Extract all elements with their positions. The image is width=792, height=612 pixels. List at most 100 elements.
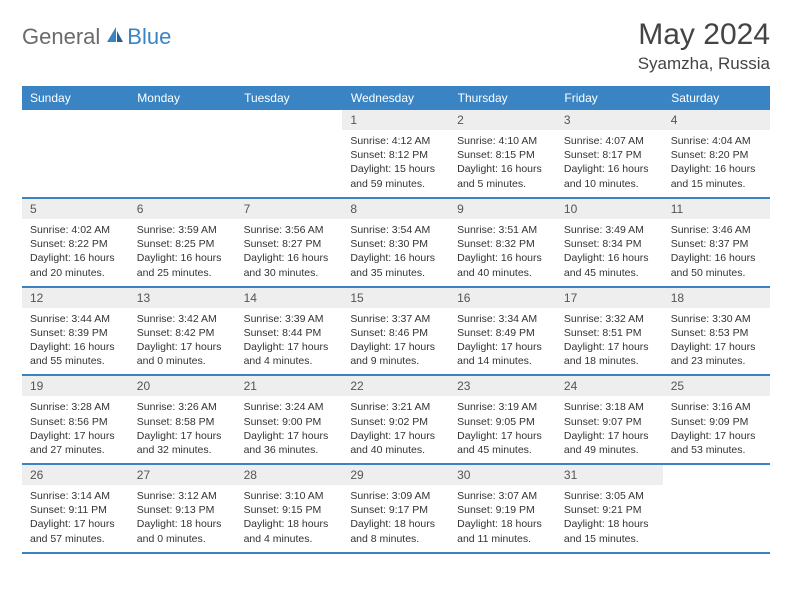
sunrise-line: Sunrise: 3:59 AM	[137, 223, 228, 237]
logo: General Blue	[22, 18, 171, 50]
day-content: Sunrise: 3:49 AMSunset: 8:34 PMDaylight:…	[556, 219, 663, 286]
day-number: 8	[342, 199, 449, 219]
day-number: 26	[22, 465, 129, 485]
header: General Blue May 2024 Syamzha, Russia	[22, 18, 770, 74]
day-number: 16	[449, 288, 556, 308]
sunset-line: Sunset: 8:58 PM	[137, 415, 228, 429]
sunrise-line: Sunrise: 3:21 AM	[350, 400, 441, 414]
sunset-line: Sunset: 8:53 PM	[671, 326, 762, 340]
day-number: 21	[236, 376, 343, 396]
calendar-cell: 27Sunrise: 3:12 AMSunset: 9:13 PMDayligh…	[129, 464, 236, 553]
calendar-table: SundayMondayTuesdayWednesdayThursdayFrid…	[22, 86, 770, 554]
sunset-line: Sunset: 9:11 PM	[30, 503, 121, 517]
weekday-header: Friday	[556, 86, 663, 110]
daylight-line: Daylight: 17 hours and 40 minutes.	[350, 429, 441, 457]
sunrise-line: Sunrise: 4:02 AM	[30, 223, 121, 237]
calendar-cell: 8Sunrise: 3:54 AMSunset: 8:30 PMDaylight…	[342, 198, 449, 287]
day-content: Sunrise: 4:07 AMSunset: 8:17 PMDaylight:…	[556, 130, 663, 197]
day-content: Sunrise: 3:44 AMSunset: 8:39 PMDaylight:…	[22, 308, 129, 375]
day-number: 22	[342, 376, 449, 396]
calendar-cell: 2Sunrise: 4:10 AMSunset: 8:15 PMDaylight…	[449, 110, 556, 198]
day-content: Sunrise: 4:02 AMSunset: 8:22 PMDaylight:…	[22, 219, 129, 286]
sunrise-line: Sunrise: 3:37 AM	[350, 312, 441, 326]
calendar-cell: 3Sunrise: 4:07 AMSunset: 8:17 PMDaylight…	[556, 110, 663, 198]
calendar-cell	[129, 110, 236, 198]
day-number: 30	[449, 465, 556, 485]
calendar-cell: 15Sunrise: 3:37 AMSunset: 8:46 PMDayligh…	[342, 287, 449, 376]
day-number: 5	[22, 199, 129, 219]
day-content: Sunrise: 4:10 AMSunset: 8:15 PMDaylight:…	[449, 130, 556, 197]
daylight-line: Daylight: 16 hours and 15 minutes.	[671, 162, 762, 190]
sunset-line: Sunset: 8:37 PM	[671, 237, 762, 251]
sunset-line: Sunset: 8:32 PM	[457, 237, 548, 251]
calendar-cell: 1Sunrise: 4:12 AMSunset: 8:12 PMDaylight…	[342, 110, 449, 198]
sunset-line: Sunset: 8:25 PM	[137, 237, 228, 251]
calendar-cell: 18Sunrise: 3:30 AMSunset: 8:53 PMDayligh…	[663, 287, 770, 376]
calendar-cell: 23Sunrise: 3:19 AMSunset: 9:05 PMDayligh…	[449, 375, 556, 464]
sunrise-line: Sunrise: 4:07 AM	[564, 134, 655, 148]
daylight-line: Daylight: 17 hours and 9 minutes.	[350, 340, 441, 368]
sunrise-line: Sunrise: 3:24 AM	[244, 400, 335, 414]
sunrise-line: Sunrise: 3:56 AM	[244, 223, 335, 237]
daylight-line: Daylight: 18 hours and 15 minutes.	[564, 517, 655, 545]
calendar-cell: 6Sunrise: 3:59 AMSunset: 8:25 PMDaylight…	[129, 198, 236, 287]
sunset-line: Sunset: 8:56 PM	[30, 415, 121, 429]
calendar-row: 1Sunrise: 4:12 AMSunset: 8:12 PMDaylight…	[22, 110, 770, 198]
sunset-line: Sunset: 9:02 PM	[350, 415, 441, 429]
weekday-header: Sunday	[22, 86, 129, 110]
sunrise-line: Sunrise: 3:18 AM	[564, 400, 655, 414]
calendar-row: 12Sunrise: 3:44 AMSunset: 8:39 PMDayligh…	[22, 287, 770, 376]
daylight-line: Daylight: 16 hours and 50 minutes.	[671, 251, 762, 279]
sunset-line: Sunset: 9:07 PM	[564, 415, 655, 429]
daylight-line: Daylight: 17 hours and 49 minutes.	[564, 429, 655, 457]
sunrise-line: Sunrise: 4:12 AM	[350, 134, 441, 148]
calendar-cell: 24Sunrise: 3:18 AMSunset: 9:07 PMDayligh…	[556, 375, 663, 464]
day-content: Sunrise: 3:18 AMSunset: 9:07 PMDaylight:…	[556, 396, 663, 463]
day-number: 20	[129, 376, 236, 396]
sunset-line: Sunset: 9:09 PM	[671, 415, 762, 429]
sunset-line: Sunset: 9:17 PM	[350, 503, 441, 517]
sunrise-line: Sunrise: 3:44 AM	[30, 312, 121, 326]
day-content: Sunrise: 3:37 AMSunset: 8:46 PMDaylight:…	[342, 308, 449, 375]
daylight-line: Daylight: 17 hours and 53 minutes.	[671, 429, 762, 457]
sunset-line: Sunset: 8:15 PM	[457, 148, 548, 162]
calendar-cell: 10Sunrise: 3:49 AMSunset: 8:34 PMDayligh…	[556, 198, 663, 287]
sunrise-line: Sunrise: 3:14 AM	[30, 489, 121, 503]
day-content: Sunrise: 3:30 AMSunset: 8:53 PMDaylight:…	[663, 308, 770, 375]
daylight-line: Daylight: 16 hours and 55 minutes.	[30, 340, 121, 368]
daylight-line: Daylight: 15 hours and 59 minutes.	[350, 162, 441, 190]
day-number: 6	[129, 199, 236, 219]
sunrise-line: Sunrise: 3:46 AM	[671, 223, 762, 237]
calendar-row: 5Sunrise: 4:02 AMSunset: 8:22 PMDaylight…	[22, 198, 770, 287]
daylight-line: Daylight: 16 hours and 45 minutes.	[564, 251, 655, 279]
day-number: 13	[129, 288, 236, 308]
daylight-line: Daylight: 16 hours and 10 minutes.	[564, 162, 655, 190]
sunrise-line: Sunrise: 3:16 AM	[671, 400, 762, 414]
daylight-line: Daylight: 16 hours and 5 minutes.	[457, 162, 548, 190]
daylight-line: Daylight: 18 hours and 11 minutes.	[457, 517, 548, 545]
calendar-cell: 14Sunrise: 3:39 AMSunset: 8:44 PMDayligh…	[236, 287, 343, 376]
day-content: Sunrise: 3:28 AMSunset: 8:56 PMDaylight:…	[22, 396, 129, 463]
daylight-line: Daylight: 16 hours and 40 minutes.	[457, 251, 548, 279]
daylight-line: Daylight: 18 hours and 8 minutes.	[350, 517, 441, 545]
daylight-line: Daylight: 17 hours and 23 minutes.	[671, 340, 762, 368]
sunset-line: Sunset: 8:34 PM	[564, 237, 655, 251]
sunset-line: Sunset: 8:39 PM	[30, 326, 121, 340]
daylight-line: Daylight: 17 hours and 27 minutes.	[30, 429, 121, 457]
day-number: 18	[663, 288, 770, 308]
day-number: 10	[556, 199, 663, 219]
sunset-line: Sunset: 8:51 PM	[564, 326, 655, 340]
sunset-line: Sunset: 8:17 PM	[564, 148, 655, 162]
daylight-line: Daylight: 18 hours and 0 minutes.	[137, 517, 228, 545]
daylight-line: Daylight: 16 hours and 35 minutes.	[350, 251, 441, 279]
day-number: 7	[236, 199, 343, 219]
calendar-cell: 25Sunrise: 3:16 AMSunset: 9:09 PMDayligh…	[663, 375, 770, 464]
calendar-row: 19Sunrise: 3:28 AMSunset: 8:56 PMDayligh…	[22, 375, 770, 464]
day-content: Sunrise: 3:07 AMSunset: 9:19 PMDaylight:…	[449, 485, 556, 552]
daylight-line: Daylight: 17 hours and 4 minutes.	[244, 340, 335, 368]
day-content: Sunrise: 3:46 AMSunset: 8:37 PMDaylight:…	[663, 219, 770, 286]
day-content: Sunrise: 3:26 AMSunset: 8:58 PMDaylight:…	[129, 396, 236, 463]
weekday-header: Saturday	[663, 86, 770, 110]
calendar-cell: 30Sunrise: 3:07 AMSunset: 9:19 PMDayligh…	[449, 464, 556, 553]
sunrise-line: Sunrise: 3:42 AM	[137, 312, 228, 326]
